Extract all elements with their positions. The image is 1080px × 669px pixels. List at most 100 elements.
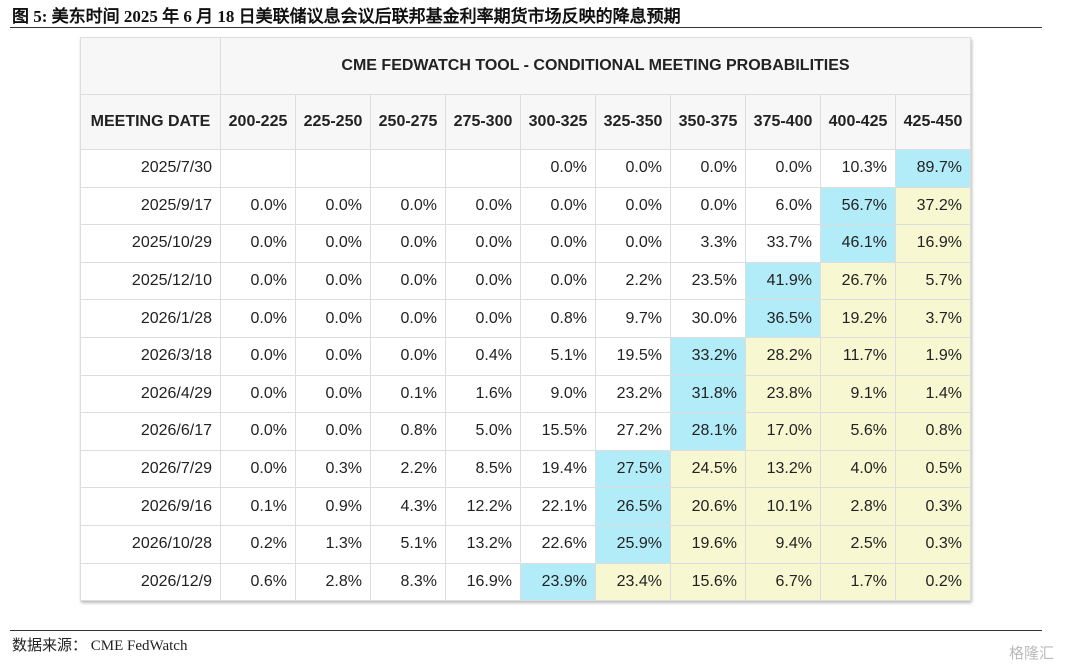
data-row: 2026/7/29 0.0% 0.3% 2.2% 8.5% 19.4% 27.5% 24.5%…	[80, 449, 971, 489]
probability-cell: 1.4%	[895, 374, 971, 414]
probability-cell: 0.0%	[295, 224, 371, 263]
meeting-date: 2025/9/17	[80, 186, 221, 226]
probability-cell: 0.0%	[520, 224, 596, 263]
probability-cell: 31.8%	[670, 374, 746, 414]
probability-cell: 2.2%	[595, 261, 671, 301]
probability-cell: 16.9%	[895, 224, 971, 263]
probability-cell: 0.0%	[295, 261, 371, 301]
probability-cell: 0.0%	[520, 186, 596, 226]
probability-cell: 5.7%	[895, 261, 971, 301]
probability-cell: 0.0%	[520, 149, 596, 188]
probability-cell	[445, 149, 521, 188]
probability-cell: 0.0%	[295, 336, 371, 376]
probability-cell: 0.0%	[220, 261, 296, 301]
probability-cell: 10.1%	[745, 487, 821, 526]
probability-cell: 8.3%	[370, 562, 446, 602]
probability-cell: 22.6%	[520, 524, 596, 564]
probability-cell: 15.6%	[670, 562, 746, 602]
probability-cell: 0.1%	[370, 374, 446, 414]
meeting-date: 2026/12/9	[80, 562, 221, 602]
probability-cell: 33.2%	[670, 336, 746, 376]
probability-cell: 0.0%	[220, 224, 296, 263]
probability-cell: 56.7%	[820, 186, 896, 226]
probability-cell: 5.1%	[370, 524, 446, 564]
probability-cell: 6.7%	[745, 562, 821, 602]
probability-cell: 10.3%	[820, 149, 896, 188]
probability-cell: 0.8%	[370, 412, 446, 451]
probability-cell: 5.0%	[445, 412, 521, 451]
probability-cell: 0.0%	[220, 299, 296, 338]
probability-cell: 23.4%	[595, 562, 671, 602]
probability-cell: 0.0%	[220, 374, 296, 414]
probability-cell	[220, 149, 296, 188]
probability-cell: 0.0%	[595, 186, 671, 226]
caption-row: CME FEDWATCH TOOL - CONDITIONAL MEETING …	[80, 37, 971, 95]
column-header: 375-400	[745, 94, 821, 150]
probability-cell: 0.9%	[295, 487, 371, 526]
table-caption: CME FEDWATCH TOOL - CONDITIONAL MEETING …	[220, 37, 971, 95]
probability-cell: 0.0%	[520, 261, 596, 301]
meeting-date: 2026/6/17	[80, 412, 221, 451]
probability-cell: 1.6%	[445, 374, 521, 414]
probability-cell: 9.7%	[595, 299, 671, 338]
probability-cell: 27.2%	[595, 412, 671, 451]
probability-cell: 0.3%	[295, 449, 371, 489]
probability-cell: 19.6%	[670, 524, 746, 564]
column-header: 350-375	[670, 94, 746, 150]
probability-cell: 0.0%	[220, 412, 296, 451]
probability-cell: 5.1%	[520, 336, 596, 376]
header-row: MEETING DATE 200-225 225-250 250-275 275-300…	[80, 94, 971, 150]
data-row: 2025/12/10 0.0% 0.0% 0.0% 0.0% 0.0% 2.2% 23.5% 4…	[80, 261, 971, 301]
data-row: 2026/1/28 0.0% 0.0% 0.0% 0.0% 0.8% 9.7% 30.0% 36…	[80, 299, 971, 338]
probability-cell: 41.9%	[745, 261, 821, 301]
probability-cell: 3.3%	[670, 224, 746, 263]
probability-cell: 0.3%	[895, 524, 971, 564]
data-row: 2025/7/30 0.0% 0.0% 0.0% 0.0% 10.3% 89.7%	[80, 149, 971, 188]
probability-cell: 30.0%	[670, 299, 746, 338]
probability-cell: 0.0%	[370, 186, 446, 226]
probability-cell: 8.5%	[445, 449, 521, 489]
probability-cell: 0.8%	[520, 299, 596, 338]
probability-cell: 22.1%	[520, 487, 596, 526]
probability-cell: 2.2%	[370, 449, 446, 489]
probability-cell: 0.0%	[295, 186, 371, 226]
probability-cell: 0.2%	[220, 524, 296, 564]
column-header: 275-300	[445, 94, 521, 150]
probability-cell: 0.0%	[445, 261, 521, 301]
meeting-date: 2026/3/18	[80, 336, 221, 376]
meeting-date: 2025/10/29	[80, 224, 221, 263]
probability-cell: 6.0%	[745, 186, 821, 226]
probability-cell: 0.3%	[895, 487, 971, 526]
probability-cell: 46.1%	[820, 224, 896, 263]
probability-cell: 20.6%	[670, 487, 746, 526]
probability-cell: 9.4%	[745, 524, 821, 564]
probability-cell: 15.5%	[520, 412, 596, 451]
probability-cell: 24.5%	[670, 449, 746, 489]
probability-cell: 28.1%	[670, 412, 746, 451]
probability-cell: 0.0%	[595, 224, 671, 263]
probability-cell: 0.5%	[895, 449, 971, 489]
data-row: 2026/10/28 0.2% 1.3% 5.1% 13.2% 22.6% 25.9% 19.…	[80, 524, 971, 564]
meeting-date: 2026/1/28	[80, 299, 221, 338]
data-row: 2026/9/16 0.1% 0.9% 4.3% 12.2% 22.1% 26.5% 20.6…	[80, 487, 971, 526]
probability-cell: 17.0%	[745, 412, 821, 451]
data-row: 2025/10/29 0.0% 0.0% 0.0% 0.0% 0.0% 0.0% 3.3% 33…	[80, 224, 971, 263]
probability-cell: 23.5%	[670, 261, 746, 301]
column-header: 200-225	[220, 94, 296, 150]
probability-cell: 26.7%	[820, 261, 896, 301]
probability-cell: 23.2%	[595, 374, 671, 414]
probability-cell: 0.0%	[445, 224, 521, 263]
column-header: 225-250	[295, 94, 371, 150]
column-header: 325-350	[595, 94, 671, 150]
probability-cell: 2.8%	[295, 562, 371, 602]
probability-cell	[295, 149, 371, 188]
probability-cell: 0.2%	[895, 562, 971, 602]
probability-cell: 13.2%	[445, 524, 521, 564]
probability-table: CME FEDWATCH TOOL - CONDITIONAL MEETING …	[80, 37, 971, 602]
probability-cell: 26.5%	[595, 487, 671, 526]
meeting-date: 2026/10/28	[80, 524, 221, 564]
data-row: 2026/6/17 0.0% 0.0% 0.8% 5.0% 15.5% 27.2% 28.1%…	[80, 412, 971, 451]
data-row: 2026/4/29 0.0% 0.0% 0.1% 1.6% 9.0% 23.2% 31.8% 2…	[80, 374, 971, 414]
probability-cell: 3.7%	[895, 299, 971, 338]
probability-cell: 27.5%	[595, 449, 671, 489]
